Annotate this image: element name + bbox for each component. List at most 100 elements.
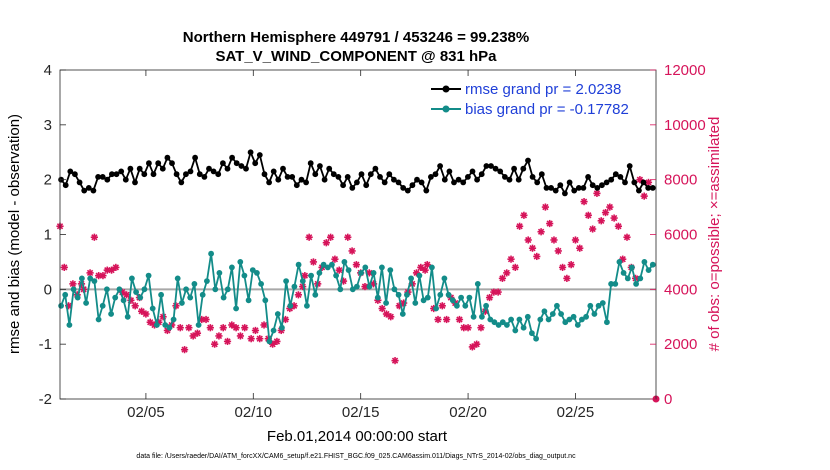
rmse-point bbox=[626, 163, 633, 169]
plot-area bbox=[60, 70, 656, 399]
bias-point bbox=[516, 316, 523, 323]
rmse-point bbox=[617, 174, 624, 180]
rmse-point bbox=[538, 171, 545, 178]
rmse-point bbox=[566, 179, 573, 186]
rmse-point bbox=[465, 174, 471, 180]
obs-assimilated-marker bbox=[99, 272, 107, 280]
obs-assimilated-marker bbox=[511, 263, 519, 271]
obs-assimilated-marker bbox=[473, 340, 481, 348]
rmse-point bbox=[395, 179, 402, 186]
rmse-point bbox=[266, 179, 272, 186]
obs-assimilated-marker bbox=[537, 228, 545, 236]
rmse-point bbox=[529, 174, 536, 180]
rmse-point bbox=[146, 160, 152, 167]
obs-assimilated-marker bbox=[528, 244, 537, 252]
bias-point bbox=[183, 286, 190, 293]
y-left-tick-label: 3 bbox=[44, 117, 52, 134]
rmse-point bbox=[280, 165, 286, 172]
bias-point bbox=[474, 281, 481, 287]
bias-point bbox=[424, 294, 431, 301]
y-right-tick-label: 2000 bbox=[664, 336, 697, 353]
bias-point bbox=[591, 311, 598, 317]
obs-assimilated-marker bbox=[571, 236, 580, 244]
bias-point bbox=[170, 316, 177, 323]
rmse-point bbox=[492, 165, 499, 172]
obs-assimilated-marker bbox=[442, 315, 451, 324]
bias-point bbox=[649, 261, 656, 268]
obs-assimilated-marker bbox=[593, 189, 601, 197]
bias-point bbox=[337, 286, 344, 293]
obs-assimilated-marker bbox=[503, 269, 511, 277]
bias-point bbox=[545, 316, 552, 323]
obs-assimilated-marker bbox=[378, 304, 386, 313]
rmse-point bbox=[169, 160, 175, 167]
bias-point bbox=[291, 283, 298, 290]
bias-point bbox=[91, 278, 98, 284]
rmse-point bbox=[95, 174, 101, 180]
obs-assimilated-marker bbox=[498, 274, 507, 282]
bias-point bbox=[529, 330, 535, 337]
bias-point bbox=[512, 327, 519, 334]
rmse-point bbox=[183, 171, 189, 178]
bias-point bbox=[129, 275, 135, 282]
rmse-point bbox=[515, 176, 522, 183]
bias-point bbox=[391, 286, 398, 293]
rmse-point bbox=[312, 171, 319, 178]
rmse-point bbox=[136, 165, 143, 172]
bias-point bbox=[58, 302, 64, 309]
bias-point bbox=[462, 302, 469, 309]
bias-point bbox=[470, 313, 477, 320]
chart-subtitle: SAT_V_WIND_COMPONENT @ 831 hPa bbox=[215, 48, 497, 65]
rmse-point bbox=[81, 187, 88, 194]
bias-point bbox=[341, 259, 348, 265]
rmse-point bbox=[571, 187, 578, 194]
rmse-point bbox=[76, 179, 83, 186]
rmse-point bbox=[455, 176, 462, 183]
bias-point bbox=[508, 316, 514, 323]
obs-assimilated-marker bbox=[211, 340, 219, 348]
bias-point bbox=[354, 283, 360, 290]
bias-point bbox=[429, 264, 435, 271]
obs-assimilated-marker bbox=[215, 332, 223, 340]
bias-point bbox=[137, 294, 144, 301]
rmse-point bbox=[580, 185, 587, 191]
obs-assimilated-marker bbox=[558, 263, 567, 271]
rmse-point bbox=[85, 185, 92, 191]
bias-point bbox=[641, 259, 648, 265]
obs-assimilated-marker bbox=[614, 222, 623, 230]
rmse-point bbox=[173, 171, 180, 178]
rmse-point bbox=[243, 165, 249, 172]
obs-assimilated-marker bbox=[391, 357, 399, 365]
rmse-point bbox=[497, 168, 504, 175]
bias-point bbox=[491, 319, 498, 326]
bias-point bbox=[254, 270, 260, 276]
rmse-point bbox=[192, 154, 199, 161]
bias-point bbox=[262, 297, 269, 304]
obs-assimilated-marker bbox=[193, 329, 202, 337]
rmse-point bbox=[603, 179, 610, 186]
obs-assimilated-marker bbox=[86, 269, 94, 277]
rmse-point bbox=[122, 176, 129, 183]
bias-point bbox=[554, 302, 560, 309]
obs-assimilated-marker bbox=[348, 247, 356, 255]
obs-assimilated-marker bbox=[228, 321, 236, 329]
obs-assimilated-marker bbox=[60, 263, 68, 271]
bias-point bbox=[454, 302, 460, 309]
rmse-point bbox=[594, 185, 601, 191]
rmse-point bbox=[608, 176, 615, 183]
rmse-point bbox=[340, 182, 346, 189]
obs-assimilated-marker bbox=[180, 346, 189, 354]
bias-point bbox=[562, 319, 569, 326]
bias-point bbox=[570, 313, 577, 320]
bias-point bbox=[324, 264, 331, 271]
y-axis-left-label: rmse and bias (model - observation) bbox=[6, 114, 23, 354]
rmse-point bbox=[400, 185, 407, 191]
bias-point bbox=[220, 294, 227, 301]
rmse-point bbox=[247, 149, 254, 156]
bias-point bbox=[158, 291, 165, 298]
y-right-tick-label: 6000 bbox=[664, 227, 697, 244]
rmse-point bbox=[238, 163, 245, 169]
bias-point bbox=[583, 313, 589, 320]
bias-point bbox=[229, 264, 235, 271]
rmse-point bbox=[220, 160, 226, 167]
